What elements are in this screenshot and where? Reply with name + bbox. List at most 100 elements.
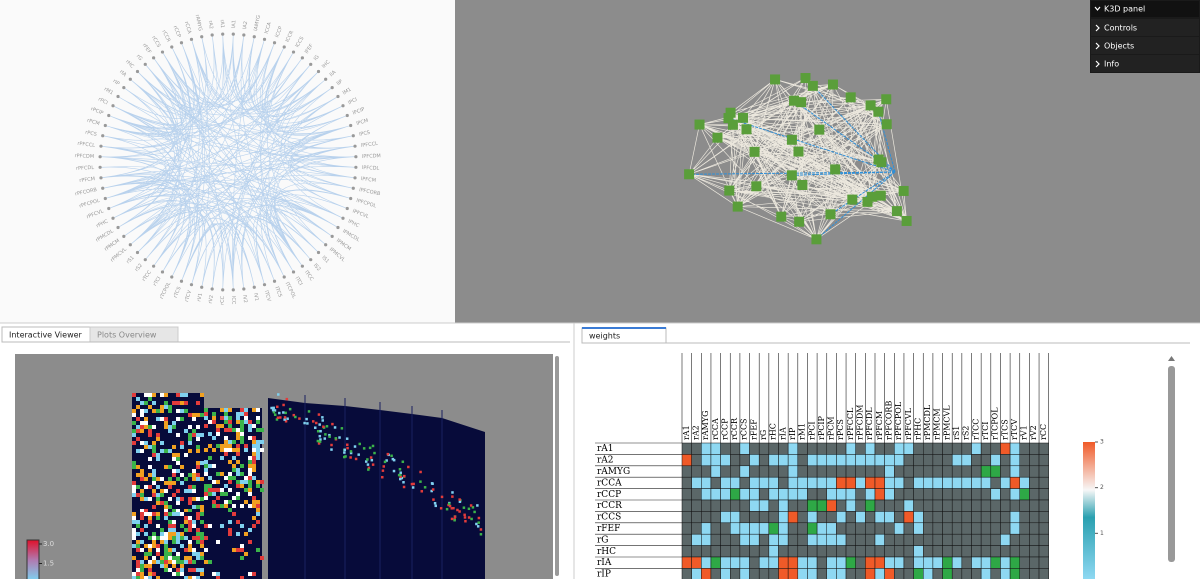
- heat-cell: [749, 488, 760, 501]
- layer-cell: [200, 536, 204, 540]
- heat-cell: [845, 454, 856, 467]
- layer-cell: [475, 522, 478, 526]
- graph-node: [732, 201, 743, 212]
- layer-cell: [196, 532, 200, 536]
- layer-cell: [476, 525, 480, 528]
- layer-cell: [228, 416, 232, 420]
- heat-cell: [1038, 465, 1049, 478]
- heat-cell: [874, 488, 885, 501]
- heat-cell: [990, 499, 1001, 512]
- layer-cell: [236, 460, 240, 464]
- layer-cell: [200, 520, 204, 524]
- heat-cell: [1019, 545, 1030, 558]
- layer-cell: [345, 437, 349, 440]
- layer-cell: [232, 496, 236, 500]
- layer-cell: [164, 540, 168, 544]
- layer-cell: [144, 524, 148, 528]
- graph-node: [881, 119, 892, 130]
- layer-cell: [152, 469, 156, 473]
- layer-cell: [176, 568, 180, 572]
- layer-cell: [390, 454, 393, 458]
- chord-label: rCCP: [172, 25, 182, 38]
- layer-cell: [140, 528, 144, 532]
- layer-cell: [144, 417, 148, 421]
- chord-label: rPCS: [85, 130, 98, 138]
- heat-cell: [961, 511, 972, 524]
- heat-cell: [980, 442, 992, 455]
- layer-cell: [176, 477, 180, 481]
- chord-node: [351, 134, 355, 138]
- heat-cell: [874, 522, 885, 535]
- heat-cell: [768, 476, 779, 489]
- layer-cell: [200, 509, 204, 513]
- heat-cell: [913, 511, 924, 524]
- layer-cell: [148, 516, 152, 520]
- layer-cell: [252, 452, 256, 456]
- layer-cell: [184, 528, 188, 532]
- heat-cell: [980, 545, 992, 558]
- layer-cell: [156, 477, 160, 481]
- heat-cell: [845, 488, 856, 501]
- heat-cell: [710, 499, 721, 512]
- heat-cell: [1019, 556, 1030, 569]
- layer-cell: [248, 540, 252, 544]
- layer-cell: [200, 532, 204, 536]
- layer-cell: [458, 498, 461, 501]
- column-label: rCCS: [740, 418, 749, 440]
- graph-node: [725, 107, 736, 118]
- layer-cell: [270, 406, 273, 410]
- heat-cell: [691, 499, 702, 512]
- heat-cell: [787, 476, 799, 489]
- chord-label: lPCS: [359, 130, 371, 138]
- heat-cell: [826, 442, 837, 455]
- heat-cell: [932, 556, 943, 569]
- layer-cell: [168, 425, 172, 429]
- colorbar-label: 3.0: [43, 540, 54, 548]
- chord-label: rS2: [134, 263, 144, 273]
- heat-cell: [923, 465, 934, 478]
- layer-cell: [132, 512, 136, 516]
- heat-cell: [971, 488, 982, 501]
- heat-cell: [1000, 556, 1011, 569]
- heat-cell: [951, 442, 963, 455]
- chord-node: [272, 279, 277, 283]
- layer-cell: [340, 427, 344, 430]
- layer-cell: [172, 532, 176, 536]
- layer-cell: [464, 519, 467, 523]
- heat-cell: [971, 442, 982, 455]
- scroll-arrow[interactable]: [1168, 356, 1175, 361]
- scrollbar[interactable]: [1168, 366, 1175, 562]
- chord-node: [107, 113, 111, 118]
- scrollbar[interactable]: [555, 356, 559, 576]
- layer-cell: [132, 441, 136, 445]
- layer-cell: [392, 458, 396, 462]
- heat-cell: [710, 454, 721, 467]
- layer-cell: [208, 444, 212, 448]
- layer-cell: [216, 572, 220, 576]
- menu-item[interactable]: [1091, 19, 1199, 36]
- layer-cell: [152, 532, 156, 536]
- heat-cell: [730, 556, 741, 569]
- layer-cell: [228, 472, 232, 476]
- layer-cell: [216, 576, 220, 579]
- layer-cell: [152, 401, 156, 405]
- chord-links: [100, 34, 356, 290]
- heat-cell: [681, 511, 692, 524]
- heat-cell: [816, 556, 827, 569]
- layer-cell: [224, 436, 228, 440]
- menu-item[interactable]: [1091, 55, 1199, 72]
- menu-item[interactable]: [1091, 1, 1199, 17]
- heat-cell: [855, 545, 866, 558]
- layer-cell: [148, 544, 152, 548]
- graph-node: [898, 185, 909, 196]
- layer-cell: [236, 436, 240, 440]
- menu-item[interactable]: [1091, 37, 1199, 54]
- heat-cell: [768, 533, 779, 546]
- layer-cell: [330, 448, 333, 451]
- colorbar-label: 2: [1100, 484, 1104, 491]
- chord-label: rA2: [207, 20, 214, 29]
- layer-cell: [196, 445, 200, 449]
- chord-node: [152, 264, 156, 268]
- layer-cell: [140, 441, 144, 445]
- heat-cell: [787, 533, 799, 546]
